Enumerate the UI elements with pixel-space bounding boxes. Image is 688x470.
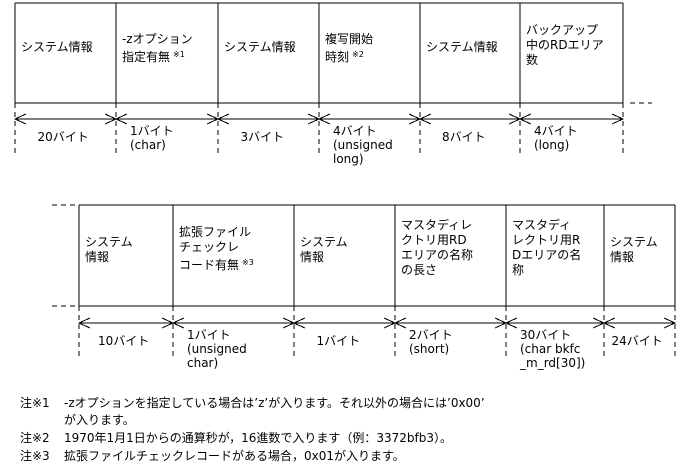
footnote-label: 注※3 [20,449,50,463]
field-name: マスタディ レクトリ用R Dエリアの名 称 [512,217,582,277]
size-value: 3バイト [240,130,285,144]
field-label: システム 情報 [610,235,658,265]
field-label: システム情報 [224,40,296,55]
arrowhead [13,113,27,125]
field-size: 10バイト [98,334,149,348]
arrowhead [292,317,306,329]
field-size: 8バイト [442,130,486,144]
type-value: (short) [409,342,450,356]
field-name: システム情報 [21,39,93,54]
size-value: 24バイト [611,334,663,348]
footnote-label: 注※2 [20,431,50,445]
field-size: 4バイト (unsigned long) [333,124,393,166]
field-size: 2バイト (short) [409,328,453,356]
footnote: 注※3 拡張ファイルチェックレコードがある場合，0x01が入ります。 [20,448,405,465]
field-label: 複写開始 時刻 ※2 [325,32,373,65]
size-value: 4バイト [534,124,578,138]
field-name: システム 情報 [610,234,658,264]
footnote-text: 1970年1月1日からの通算秒が，16進数で入ります（例：3372bfb3）。 [64,431,452,445]
field-name: マスタディレ クトリ用RD エリアの名称 の長さ [401,217,474,277]
size-value: 10バイト [98,334,150,348]
size-value: 1バイト [316,334,361,348]
field-label: -zオプション 指定有無 ※1 [122,32,193,65]
footnote: 注※1 -zオプションを指定している場合は’z’が入ります。それ以外の場合には’0… [20,395,485,429]
arrowhead [393,317,407,329]
field-label: マスタディレ クトリ用RD エリアの名称 の長さ [401,218,473,278]
arrowhead [663,317,677,329]
note-mark: ※3 [242,258,254,267]
note-mark: ※2 [352,50,364,59]
arrowhead [504,317,518,329]
field-size: 24バイト [612,334,663,348]
field-name: バックアップ 中のRDエリア 数 [526,22,604,67]
field-size: 3バイト [241,130,285,144]
arrowhead [216,113,230,125]
field-label: バックアップ 中のRDエリア 数 [526,23,604,68]
type-value: (char bkfc _m_rd[30]) [520,342,586,370]
field-label: システム 情報 [85,235,133,265]
field-name: -zオプション 指定有無 [122,32,193,64]
arrowhead [602,317,616,329]
field-name: 拡張ファイル チェックレ コード有無 [179,225,252,272]
note-mark: ※1 [173,50,185,59]
field-label: システム情報 [21,40,93,55]
field-name: システム情報 [224,39,296,54]
arrowhead [418,113,432,125]
field-name: システム情報 [426,39,498,54]
field-size: 1バイト [317,334,361,348]
arrowhead [611,113,625,125]
arrowhead [77,317,91,329]
size-value: 1バイト [187,328,231,342]
field-label: システム 情報 [300,235,348,265]
size-value: 20バイト [37,130,89,144]
field-label: システム情報 [426,40,498,55]
size-value: 8バイト [442,130,486,144]
field-label: マスタディ レクトリ用R Dエリアの名 称 [512,218,581,278]
field-name: システム 情報 [85,234,133,264]
size-value: 1バイト [130,124,174,138]
arrowhead [317,113,331,125]
footnote: 注※2 1970年1月1日からの通算秒が，16進数で入ります（例：3372bfb3… [20,430,452,447]
type-value: (char) [130,138,166,152]
arrowhead [518,113,532,125]
field-name: システム 情報 [300,234,348,264]
type-value: (unsigned char) [187,342,247,370]
type-value: (unsigned long) [333,138,393,166]
size-value: 4バイト [333,124,377,138]
field-name: 複写開始 時刻 [325,32,374,64]
arrowhead [171,317,185,329]
field-label: 拡張ファイル チェックレ コード有無 ※3 [179,225,254,273]
size-value: 30バイト [520,328,572,342]
type-value: (long) [534,138,570,152]
footnote-text: 拡張ファイルチェックレコードがある場合，0x01が入ります。 [64,449,405,463]
field-size: 30バイト (char bkfc _m_rd[30]) [520,328,585,370]
field-size: 4バイト (long) [534,124,578,152]
footnote-text: -zオプションを指定している場合は’z’が入ります。それ以外の場合には’0x00… [64,396,485,427]
size-value: 2バイト [409,328,453,342]
field-size: 20バイト [38,130,89,144]
footnote-label: 注※1 [20,396,50,410]
arrowhead [114,113,128,125]
field-size: 1バイト (unsigned char) [187,328,247,370]
field-size: 1バイト (char) [130,124,174,152]
